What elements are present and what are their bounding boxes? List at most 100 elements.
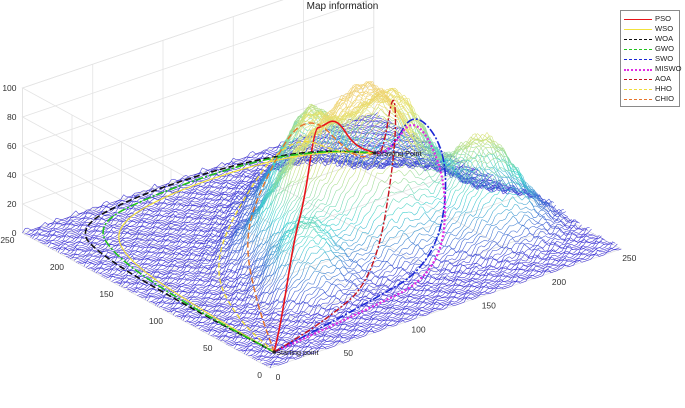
mesh-segment bbox=[171, 186, 175, 188]
mesh-segment bbox=[61, 229, 65, 233]
mesh-segment bbox=[242, 173, 246, 177]
mesh-segment bbox=[29, 233, 33, 235]
mesh-segment bbox=[211, 179, 215, 183]
mesh-segment bbox=[124, 212, 128, 215]
mesh-segment bbox=[115, 206, 119, 213]
mesh-segment bbox=[245, 156, 249, 161]
mesh-segment bbox=[95, 212, 99, 214]
mesh-segment bbox=[192, 184, 196, 190]
mesh-segment bbox=[212, 180, 216, 183]
mesh-segment bbox=[163, 191, 167, 196]
mesh-segment bbox=[135, 194, 139, 198]
mesh-segment bbox=[359, 142, 363, 144]
mesh-segment bbox=[348, 126, 352, 128]
mesh-segment bbox=[221, 180, 226, 184]
mesh-segment bbox=[378, 130, 382, 132]
mesh-segment bbox=[368, 160, 372, 162]
mesh-segment bbox=[36, 234, 41, 238]
mesh-segment bbox=[34, 237, 38, 240]
mesh-segment bbox=[122, 211, 126, 214]
mesh-segment bbox=[246, 178, 250, 182]
mesh-segment bbox=[221, 175, 225, 178]
mesh-segment bbox=[376, 115, 380, 118]
mesh-segment bbox=[82, 221, 86, 223]
mesh-segment bbox=[40, 241, 44, 243]
mesh-segment bbox=[183, 187, 187, 189]
mesh-segment bbox=[63, 223, 67, 229]
mesh-segment bbox=[185, 192, 189, 195]
mesh-segment bbox=[48, 228, 51, 230]
mesh-segment bbox=[57, 233, 61, 236]
mesh-segment bbox=[28, 234, 32, 236]
mesh-segment bbox=[100, 211, 104, 213]
mesh-segment bbox=[160, 185, 164, 187]
mesh-segment bbox=[238, 175, 242, 177]
mesh-segment bbox=[89, 207, 93, 210]
mesh-segment bbox=[269, 154, 273, 156]
mesh-segment bbox=[221, 162, 225, 165]
mesh-segment bbox=[123, 194, 127, 198]
mesh-segment bbox=[145, 202, 149, 204]
mesh-segment bbox=[66, 222, 69, 224]
mesh-segment bbox=[75, 224, 79, 227]
mesh-segment bbox=[231, 181, 235, 184]
mesh-segment bbox=[151, 207, 154, 209]
mesh-segment bbox=[174, 190, 178, 193]
mesh-segment bbox=[175, 183, 179, 185]
mesh-segment bbox=[240, 159, 244, 162]
mesh-segment bbox=[358, 119, 362, 122]
mesh-segment bbox=[227, 173, 231, 177]
mesh-segment bbox=[90, 224, 94, 226]
mesh-segment bbox=[47, 230, 51, 232]
mesh-segment bbox=[215, 190, 219, 193]
mesh-segment bbox=[89, 214, 93, 218]
mesh-segment bbox=[158, 199, 162, 203]
mesh-segment bbox=[82, 223, 86, 225]
mesh-segment bbox=[213, 167, 217, 169]
mesh-segment bbox=[118, 214, 122, 216]
mesh-segment bbox=[116, 212, 120, 215]
mesh-segment bbox=[119, 212, 123, 215]
mesh-segment bbox=[58, 237, 62, 241]
mesh-segment bbox=[38, 226, 42, 229]
mesh-segment bbox=[98, 218, 102, 220]
mesh-segment bbox=[44, 240, 49, 244]
mesh-segment bbox=[146, 194, 150, 197]
mesh-segment bbox=[85, 216, 89, 220]
mesh-segment bbox=[150, 197, 154, 199]
mesh-segment bbox=[49, 240, 53, 242]
mesh-segment bbox=[56, 217, 60, 220]
mesh-segment bbox=[122, 206, 126, 209]
mesh-segment bbox=[51, 220, 55, 226]
mesh-segment bbox=[376, 118, 379, 120]
mesh-segment bbox=[172, 189, 176, 192]
mesh-segment bbox=[113, 211, 116, 214]
mesh-segment bbox=[190, 189, 193, 191]
mesh-segment bbox=[199, 167, 203, 174]
mesh-segment bbox=[77, 221, 81, 224]
mesh-segment bbox=[308, 145, 312, 148]
mesh-segment bbox=[336, 135, 340, 139]
mesh-segment bbox=[75, 230, 79, 233]
mesh-segment bbox=[147, 189, 152, 192]
mesh-segment bbox=[203, 179, 207, 181]
mesh-segment bbox=[190, 185, 194, 189]
mesh-segment bbox=[253, 164, 257, 166]
mesh-segment bbox=[69, 227, 73, 231]
mesh-segment bbox=[149, 195, 153, 198]
mesh-segment bbox=[166, 189, 170, 193]
mesh-segment bbox=[69, 235, 73, 237]
mesh-segment bbox=[66, 227, 70, 231]
mesh-segment bbox=[125, 196, 129, 200]
mesh-segment bbox=[325, 148, 329, 150]
mesh-segment bbox=[268, 150, 272, 152]
mesh-segment bbox=[230, 183, 234, 185]
mesh-segment bbox=[249, 174, 253, 176]
mesh-segment bbox=[187, 187, 192, 190]
mesh-segment bbox=[249, 169, 252, 171]
mesh-segment bbox=[173, 181, 177, 184]
mesh-segment bbox=[112, 201, 116, 203]
floor-grid-line bbox=[22, 232, 271, 369]
mesh-segment bbox=[91, 222, 95, 224]
mesh-segment bbox=[63, 219, 67, 222]
